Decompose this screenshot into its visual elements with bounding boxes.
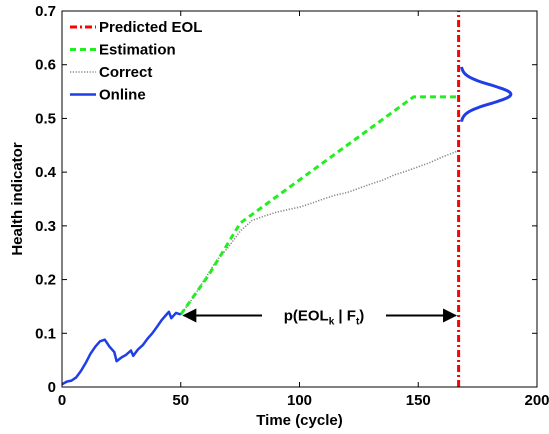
legend-label-estimation: Estimation — [99, 42, 176, 59]
eol-annotation: p(EOLk | Ft) — [182, 302, 458, 329]
x-tick-label: 150 — [406, 392, 431, 409]
y-tick-label: 0.6 — [35, 57, 56, 74]
legend-label-predicted-eol: Predicted EOL — [99, 19, 202, 36]
x-tick-label: 100 — [287, 392, 312, 409]
y-tick-label: 0.4 — [35, 164, 57, 181]
legend-label-correct: Correct — [99, 64, 152, 81]
eol-probability-label: p(EOLk | Ft) — [284, 307, 365, 327]
y-tick-label: 0.1 — [35, 325, 56, 342]
annotation-background — [262, 302, 386, 329]
x-tick-label: 0 — [58, 392, 66, 409]
y-axis-label: Health indicator — [9, 142, 26, 256]
series-online-line — [61, 310, 182, 386]
x-tick-label: 50 — [172, 392, 189, 409]
series-correct-line — [180, 149, 459, 315]
y-tick-label: 0.7 — [35, 3, 56, 20]
eol-distribution-curve — [460, 66, 513, 122]
y-tick-label: 0.5 — [35, 110, 56, 127]
y-tick-label: 0 — [48, 379, 56, 396]
legend: Predicted EOL Estimation Correct Online — [70, 19, 202, 104]
legend-label-online: Online — [99, 87, 146, 104]
series-estimation-line — [179, 95, 459, 316]
x-axis-label: Time (cycle) — [256, 412, 342, 429]
y-tick-label: 0.2 — [35, 272, 56, 289]
x-tick-label: 200 — [524, 392, 549, 409]
y-tick-label: 0.3 — [35, 218, 56, 235]
